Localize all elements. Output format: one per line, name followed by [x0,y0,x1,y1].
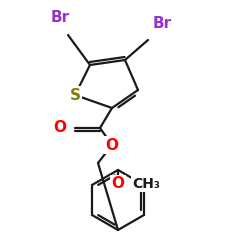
Text: Br: Br [50,10,70,26]
Text: CH₃: CH₃ [132,177,160,191]
Text: O: O [54,120,66,136]
Text: Br: Br [152,16,172,32]
Text: O: O [106,138,118,152]
Text: O: O [112,176,124,192]
Text: S: S [70,88,80,102]
